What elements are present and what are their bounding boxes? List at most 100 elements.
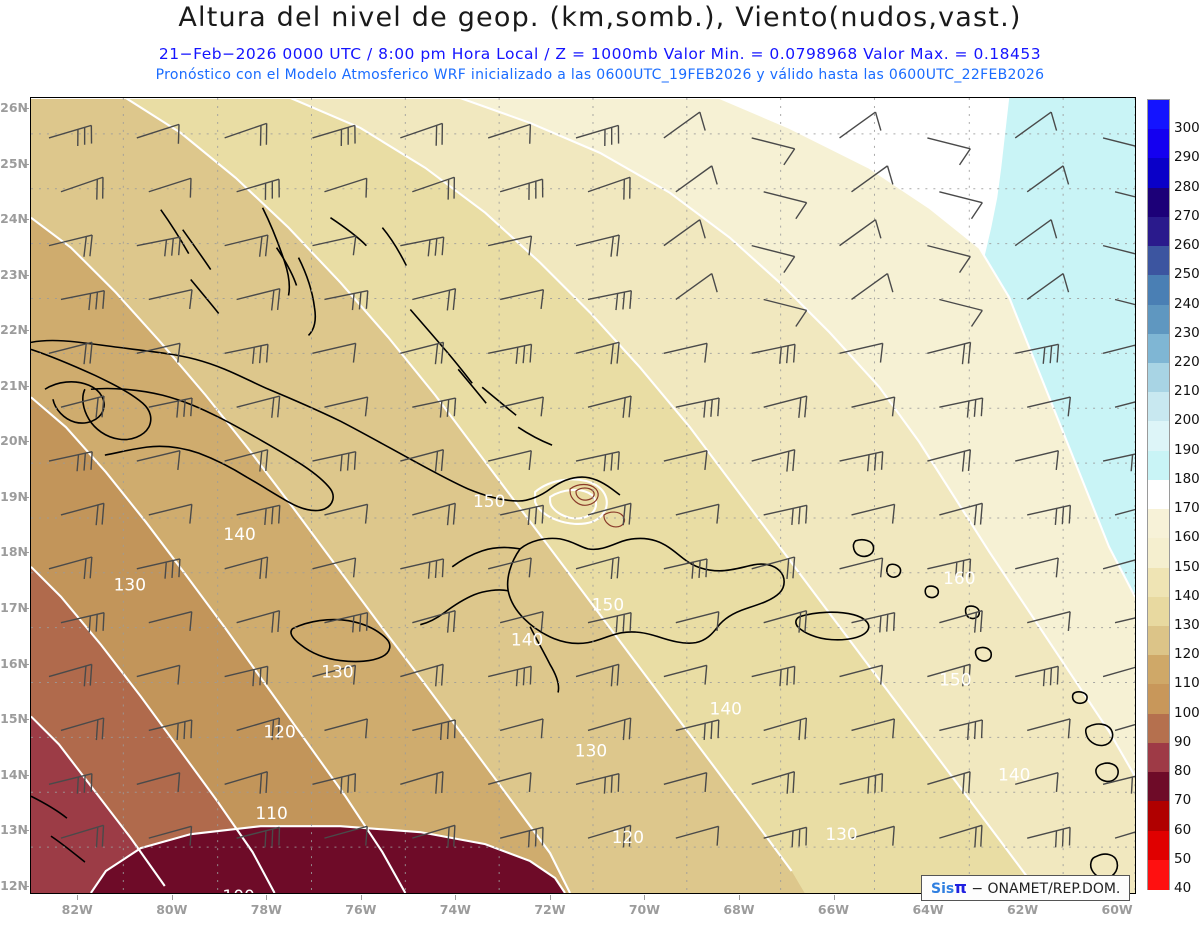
lon-tick bbox=[77, 895, 79, 900]
lon-tick bbox=[549, 895, 551, 900]
contour-label-130: 130 bbox=[114, 575, 146, 595]
colorbar-band-120 bbox=[1148, 626, 1169, 656]
colorbar-tick-250: 250 bbox=[1174, 266, 1200, 283]
lon-tick bbox=[644, 895, 646, 900]
lat-tick bbox=[24, 163, 29, 165]
contour-label-140: 140 bbox=[710, 698, 742, 718]
logo-org-text: − ONAMET/REP.DOM. bbox=[971, 881, 1121, 897]
colorbar-band-140 bbox=[1148, 567, 1169, 598]
lat-tick bbox=[24, 496, 29, 498]
colorbar-tick-260: 260 bbox=[1174, 237, 1200, 254]
colorbar-band-230 bbox=[1148, 304, 1169, 335]
colorbar-tick-140: 140 bbox=[1174, 587, 1200, 604]
colorbar-tick-110: 110 bbox=[1174, 675, 1200, 692]
colorbar-tick-170: 170 bbox=[1174, 500, 1200, 517]
lat-tick bbox=[24, 885, 29, 887]
lat-tick bbox=[24, 552, 29, 554]
coastlines bbox=[31, 207, 1119, 879]
contour-label-150: 150 bbox=[592, 595, 624, 615]
lat-label-13N: 13N bbox=[0, 822, 28, 838]
lon-label-64W: 64W bbox=[912, 902, 944, 917]
colorbar-tick-230: 230 bbox=[1174, 324, 1200, 341]
lon-label-72W: 72W bbox=[534, 902, 566, 917]
contour-label-140: 140 bbox=[511, 630, 543, 650]
colorbar-tick-60: 60 bbox=[1174, 821, 1192, 838]
lat-tick bbox=[24, 108, 29, 110]
colorbar-band-190 bbox=[1148, 421, 1169, 452]
contour-label-110: 110 bbox=[255, 803, 287, 823]
contour-label-160: 160 bbox=[943, 568, 975, 588]
map-canvas: 9010011011012012012013013013013014014014… bbox=[31, 98, 1135, 893]
colorbar-tick-200: 200 bbox=[1174, 412, 1200, 429]
colorbar-band-200 bbox=[1148, 392, 1169, 423]
colorbar-tick-40: 40 bbox=[1174, 880, 1192, 896]
lon-label-74W: 74W bbox=[439, 902, 471, 917]
lon-label-82W: 82W bbox=[61, 902, 93, 917]
lat-label-15N: 15N bbox=[0, 711, 28, 727]
lat-label-19N: 19N bbox=[0, 488, 28, 504]
lat-label-16N: 16N bbox=[0, 655, 28, 671]
colorbar-tick-80: 80 bbox=[1174, 763, 1192, 780]
colorbar-tick-240: 240 bbox=[1174, 295, 1200, 312]
forecast-valid-time-line: 21−Feb−2026 0000 UTC / 8:00 pm Hora Loca… bbox=[158, 45, 1042, 63]
colorbar[interactable] bbox=[1147, 99, 1170, 890]
logo-sis-text: Sis bbox=[931, 881, 955, 897]
band-80-90 bbox=[90, 826, 566, 893]
colorbar-band-280 bbox=[1148, 158, 1169, 189]
lon-label-76W: 76W bbox=[345, 902, 377, 917]
lat-label-20N: 20N bbox=[0, 433, 28, 449]
contour-label-100: 100 bbox=[222, 886, 254, 893]
lat-tick bbox=[24, 274, 29, 276]
colorbar-band-180 bbox=[1148, 450, 1169, 481]
colorbar-tick-210: 210 bbox=[1174, 383, 1200, 400]
lon-tick bbox=[738, 895, 740, 900]
lon-tick bbox=[455, 895, 457, 900]
colorbar-band-160 bbox=[1148, 509, 1169, 539]
colorbar-band-40 bbox=[1148, 859, 1169, 890]
lat-label-21N: 21N bbox=[0, 377, 28, 393]
lat-tick bbox=[24, 441, 29, 443]
lon-tick bbox=[360, 895, 362, 900]
contour-label-130: 130 bbox=[321, 662, 353, 682]
contour-label-150: 150 bbox=[939, 670, 971, 690]
colorbar-band-100 bbox=[1148, 684, 1169, 715]
logo-pi-icon: π bbox=[954, 878, 967, 897]
lon-tick bbox=[266, 895, 268, 900]
lat-tick bbox=[24, 663, 29, 665]
colorbar-band-60 bbox=[1148, 801, 1169, 832]
colorbar-band-50 bbox=[1148, 830, 1169, 861]
lon-tick bbox=[833, 895, 835, 900]
colorbar-tick-90: 90 bbox=[1174, 733, 1192, 750]
colorbar-tick-280: 280 bbox=[1174, 178, 1200, 195]
colorbar-band-260 bbox=[1148, 216, 1169, 247]
map-plot-area[interactable]: 9010011011012012012013013013013014014014… bbox=[30, 97, 1136, 894]
contour-label-140: 140 bbox=[998, 764, 1030, 784]
band-180-190 bbox=[974, 98, 1135, 617]
lat-label-14N: 14N bbox=[0, 766, 28, 782]
lon-label-68W: 68W bbox=[723, 902, 755, 917]
colorbar-band-270 bbox=[1148, 187, 1169, 218]
colorbar-tick-270: 270 bbox=[1174, 207, 1200, 224]
contour-label-layer: 9010011011012012012013013013013014014014… bbox=[114, 491, 1031, 893]
model-init-line: Pronóstico con el Modelo Atmosferico WRF… bbox=[155, 67, 1045, 83]
colorbar-band-210 bbox=[1148, 363, 1169, 393]
lon-tick bbox=[171, 895, 173, 900]
colorbar-tick-70: 70 bbox=[1174, 792, 1192, 809]
contour-label-130: 130 bbox=[575, 740, 607, 760]
contour-label-140: 140 bbox=[223, 524, 255, 544]
colorbar-band-300 bbox=[1148, 100, 1169, 130]
colorbar-band-290 bbox=[1148, 129, 1169, 160]
colorbar-band-70 bbox=[1148, 772, 1169, 802]
lat-label-23N: 23N bbox=[0, 266, 28, 282]
colorbar-tick-180: 180 bbox=[1174, 470, 1200, 487]
lat-label-22N: 22N bbox=[0, 322, 28, 338]
colorbar-tick-150: 150 bbox=[1174, 558, 1200, 575]
lat-label-12N: 12N bbox=[0, 877, 28, 893]
colorbar-band-220 bbox=[1148, 333, 1169, 364]
lat-label-18N: 18N bbox=[0, 544, 28, 560]
colorbar-tick-290: 290 bbox=[1174, 149, 1200, 166]
lat-tick bbox=[24, 607, 29, 609]
lat-tick bbox=[24, 774, 29, 776]
lat-tick bbox=[24, 719, 29, 721]
page-title: Altura del nivel de geop. (km,somb.), Vi… bbox=[178, 2, 1022, 33]
